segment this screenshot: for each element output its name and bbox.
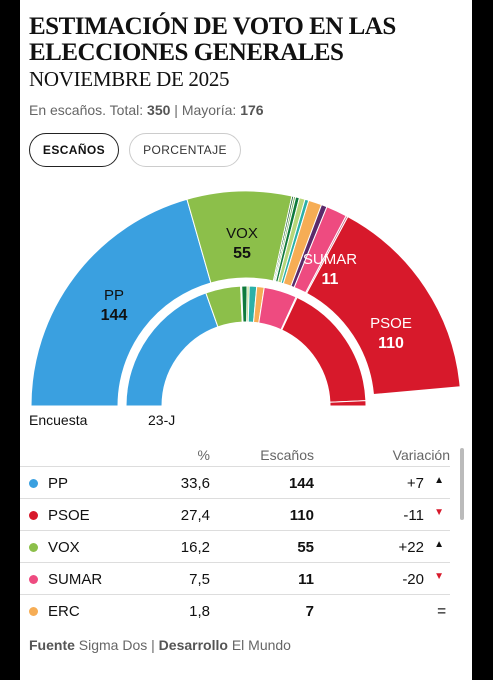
chart-subtitle: NOVIEMBRE DE 2025 — [29, 67, 230, 91]
footer-sep: | — [151, 637, 155, 653]
party-pct: 1,8 — [189, 603, 210, 620]
hemicycle-label-pp-name: PP — [104, 287, 124, 304]
table-row: PSOE 27,4 110 -11 ▼ — [20, 498, 450, 531]
slice-psoe[interactable] — [305, 215, 461, 396]
table-row: ERC 1,8 7 = — [20, 594, 450, 627]
party-variation: -20 — [402, 571, 424, 588]
arrow-up-icon: ▲ — [434, 539, 444, 550]
chart-title: ESTIMACIÓN DE VOTO EN LAS ELECCIONES GEN… — [29, 13, 396, 66]
footer: Fuente Sigma Dos | Desarrollo El Mundo — [29, 637, 291, 653]
party-seats: 11 — [298, 571, 314, 588]
chart-meta: En escaños. Total: 350 | Mayoría: 176 — [29, 102, 264, 118]
table-row: PP 33,6 144 +7 ▲ — [20, 466, 450, 499]
slice-other[interactable] — [329, 400, 367, 407]
party-name: SUMAR — [48, 571, 103, 588]
hemicycle-label-vox-name: VOX — [226, 225, 258, 242]
arrow-down-icon: ▼ — [434, 571, 444, 582]
hemicycle-chart: PP 144 VOX 55 SUMAR 11 PSOE 110 Encuesta 23-J — [29, 190, 461, 428]
party-name: ERC — [48, 603, 80, 620]
inner-ring-23j — [125, 285, 367, 407]
outer-ring-survey — [30, 190, 461, 407]
party-seats: 110 — [289, 507, 314, 524]
arrow-up-icon: ▲ — [434, 475, 444, 486]
party-pct: 7,5 — [189, 571, 210, 588]
party-pct: 33,6 — [180, 475, 210, 492]
party-color-dot — [29, 511, 38, 520]
meta-sep: | Mayoría: — [174, 102, 237, 118]
legend-inner: 23-J — [148, 412, 175, 428]
meta-total: 350 — [147, 102, 171, 118]
party-color-dot — [29, 479, 38, 488]
party-pct: 27,4 — [180, 507, 210, 524]
footer-source: Sigma Dos — [78, 637, 148, 653]
party-variation: +22 — [398, 539, 424, 556]
table-scrollbar[interactable] — [460, 448, 464, 520]
seats-button[interactable]: ESCAÑOS — [29, 133, 119, 167]
legend-outer: Encuesta — [29, 412, 88, 428]
table-row: VOX 16,2 55 +22 ▲ — [20, 530, 450, 563]
party-variation: +7 — [406, 475, 424, 492]
meta-majority: 176 — [240, 102, 264, 118]
arrow-down-icon: ▼ — [434, 507, 444, 518]
hemicycle-label-pp-value: 144 — [101, 307, 128, 324]
party-color-dot — [29, 543, 38, 552]
header-seats: Escaños — [260, 447, 314, 463]
party-seats: 55 — [297, 539, 314, 556]
party-variation: -11 — [403, 507, 424, 524]
slice-other[interactable] — [241, 285, 248, 323]
percent-button[interactable]: PORCENTAJE — [129, 133, 241, 167]
meta-prefix: En escaños. Total: — [29, 102, 144, 118]
footer-source-label: Fuente — [29, 637, 75, 653]
footer-dev-label: Desarrollo — [158, 637, 228, 653]
table-row: SUMAR 7,5 11 -20 ▼ — [20, 562, 450, 595]
party-name: PSOE — [48, 507, 90, 524]
slice-pp[interactable] — [30, 198, 212, 407]
hemicycle-label-sumar-name: SUMAR — [303, 251, 357, 268]
table-header: % Escaños Variación — [20, 444, 450, 466]
party-pct: 16,2 — [180, 539, 210, 556]
hemicycle-label-sumar-value: 11 — [322, 271, 339, 288]
hemicycle-label-psoe-name: PSOE — [370, 315, 412, 332]
party-seats: 7 — [305, 603, 314, 620]
party-color-dot — [29, 607, 38, 616]
chart-card: ESTIMACIÓN DE VOTO EN LAS ELECCIONES GEN… — [20, 0, 472, 680]
hemicycle-label-vox-value: 55 — [233, 245, 251, 262]
header-pct: % — [197, 447, 210, 463]
hemicycle-label-psoe-value: 110 — [378, 335, 404, 352]
footer-dev: El Mundo — [231, 637, 291, 653]
header-variation: Variación — [392, 447, 450, 463]
party-color-dot — [29, 575, 38, 584]
party-name: VOX — [48, 539, 80, 556]
party-seats: 144 — [288, 475, 314, 492]
party-variation: = — [437, 603, 446, 620]
party-name: PP — [48, 475, 69, 492]
